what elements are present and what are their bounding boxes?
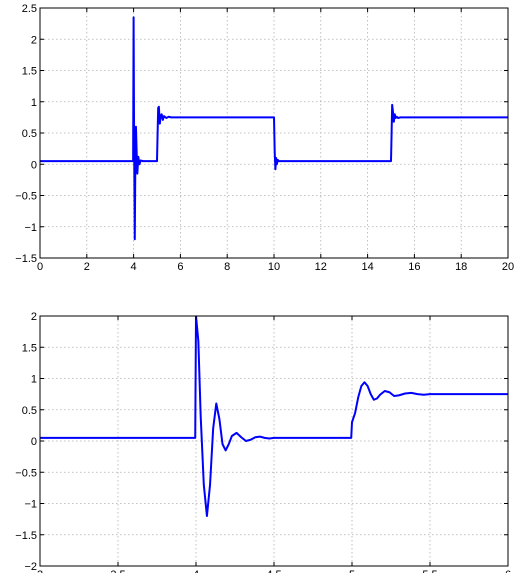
upper-x-tick-label: 18 [455, 261, 467, 273]
upper-x-tick-label: 8 [224, 261, 230, 273]
upper-x-tick-label: 10 [268, 261, 280, 273]
lower-y-tick-label: 1 [31, 374, 37, 386]
lower-line-chart: 3 3.5 4 4.5 5 5.5 6 −2 −1.5 −1 −0.5 0 0.5 1 1.5 2 [15, 311, 511, 573]
upper-y-tick-label: 2 [31, 34, 37, 46]
upper-x-tick-label: 6 [177, 261, 183, 273]
upper-series-line [40, 16, 508, 241]
lower-x-tick-label: 3 [37, 569, 43, 573]
lower-x-tick-label: 3.5 [110, 569, 125, 573]
upper-x-tick-label: 14 [361, 261, 373, 273]
lower-y-tick-label: 1.5 [22, 342, 37, 354]
upper-x-tick-label: 20 [502, 261, 514, 273]
upper-line-chart: 0 2 4 6 8 10 12 14 16 18 20 −1.5 −1 −0.5 0 0.5 1 1.5 2 2.5 [15, 3, 514, 273]
lower-y-tick-label: −0.5 [15, 467, 37, 479]
upper-y-tick-label: 1.5 [22, 66, 37, 78]
upper-x-tick-label: 16 [408, 261, 420, 273]
lower-x-tick-label: 5 [349, 569, 355, 573]
lower-x-tick-label: 5.5 [422, 569, 437, 573]
upper-y-tick-label: 0.5 [22, 128, 37, 140]
lower-x-tick-label: 4.5 [266, 569, 281, 573]
upper-y-tick-label: 1 [31, 97, 37, 109]
lower-y-tick-label: 0.5 [22, 405, 37, 417]
lower-y-tick-label: −1.5 [15, 530, 37, 542]
upper-x-tick-label: 4 [131, 261, 137, 273]
upper-y-tick-label: −0.5 [15, 191, 37, 203]
lower-x-tick-label: 4 [193, 569, 199, 573]
lower-y-tick-label: 0 [31, 436, 37, 448]
lower-series-line [40, 316, 508, 517]
upper-x-tick-label: 0 [37, 261, 43, 273]
lower-y-tick-label: −2 [24, 561, 37, 573]
lower-x-tick-label: 6 [505, 569, 511, 573]
upper-y-tick-label: 0 [31, 159, 37, 171]
upper-x-tick-label: 2 [84, 261, 90, 273]
upper-y-tick-label: 2.5 [22, 3, 37, 15]
upper-x-tick-label: 12 [315, 261, 327, 273]
lower-y-tick-label: 2 [31, 311, 37, 323]
upper-y-tick-label: −1 [24, 222, 37, 234]
upper-y-tick-label: −1.5 [15, 253, 37, 265]
lower-y-tick-label: −1 [24, 499, 37, 511]
